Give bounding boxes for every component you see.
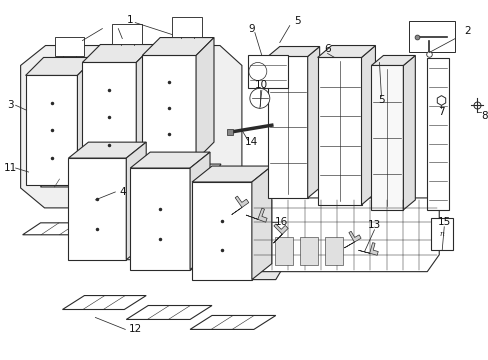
Polygon shape: [130, 168, 190, 270]
Polygon shape: [80, 216, 156, 228]
Polygon shape: [192, 166, 271, 182]
Polygon shape: [430, 218, 452, 250]
Polygon shape: [317, 45, 375, 58]
Text: 11: 11: [4, 163, 17, 173]
Polygon shape: [267, 46, 319, 57]
Polygon shape: [403, 55, 414, 210]
Polygon shape: [126, 306, 212, 319]
Polygon shape: [84, 250, 152, 260]
Polygon shape: [427, 58, 448, 210]
Polygon shape: [190, 152, 209, 270]
Polygon shape: [55, 37, 83, 57]
Polygon shape: [172, 17, 202, 37]
Polygon shape: [231, 196, 248, 215]
Polygon shape: [68, 142, 146, 158]
Polygon shape: [251, 166, 271, 280]
Polygon shape: [112, 24, 142, 44]
Polygon shape: [273, 224, 287, 243]
Text: 4: 4: [119, 187, 125, 197]
Text: 7: 7: [437, 107, 444, 117]
Polygon shape: [190, 315, 275, 329]
Polygon shape: [77, 58, 95, 185]
Polygon shape: [344, 231, 360, 248]
Text: 2: 2: [463, 26, 469, 36]
Polygon shape: [371, 66, 403, 210]
Text: 13: 13: [367, 220, 380, 230]
Polygon shape: [148, 260, 218, 270]
Polygon shape: [196, 37, 214, 160]
Text: 1: 1: [127, 15, 133, 24]
Text: 5: 5: [294, 15, 301, 26]
Polygon shape: [126, 142, 146, 260]
Text: 16: 16: [275, 217, 288, 227]
Bar: [324, 237, 342, 265]
Text: 9: 9: [248, 24, 255, 33]
Text: 5: 5: [377, 95, 384, 105]
Polygon shape: [41, 179, 101, 187]
Polygon shape: [317, 58, 361, 205]
Bar: [274, 237, 292, 265]
Polygon shape: [247, 55, 287, 88]
Text: 12: 12: [128, 324, 142, 334]
Polygon shape: [192, 182, 251, 280]
Polygon shape: [25, 75, 77, 185]
Polygon shape: [22, 223, 96, 235]
Text: 10: 10: [255, 80, 268, 90]
Text: 3: 3: [7, 100, 14, 110]
Text: 15: 15: [437, 217, 450, 227]
Polygon shape: [20, 45, 242, 208]
Text: 6: 6: [324, 44, 330, 54]
Text: 8: 8: [480, 111, 487, 121]
Polygon shape: [82, 45, 154, 62]
Bar: [408, 21, 454, 53]
Polygon shape: [361, 45, 375, 205]
Polygon shape: [68, 158, 126, 260]
Polygon shape: [212, 270, 281, 280]
Text: 14: 14: [245, 137, 258, 147]
Polygon shape: [142, 55, 196, 160]
Circle shape: [249, 88, 269, 108]
Polygon shape: [251, 198, 438, 272]
Polygon shape: [267, 57, 307, 198]
Polygon shape: [142, 37, 214, 55]
Polygon shape: [62, 296, 146, 310]
Polygon shape: [98, 172, 161, 180]
Polygon shape: [307, 46, 319, 198]
Polygon shape: [358, 243, 377, 255]
Polygon shape: [82, 62, 136, 172]
Polygon shape: [158, 164, 221, 172]
Polygon shape: [25, 58, 95, 75]
Polygon shape: [371, 55, 414, 66]
Polygon shape: [140, 208, 216, 220]
Bar: [299, 237, 317, 265]
Polygon shape: [130, 152, 209, 168]
Text: n: n: [439, 230, 444, 238]
Polygon shape: [136, 45, 154, 172]
Polygon shape: [245, 208, 266, 222]
